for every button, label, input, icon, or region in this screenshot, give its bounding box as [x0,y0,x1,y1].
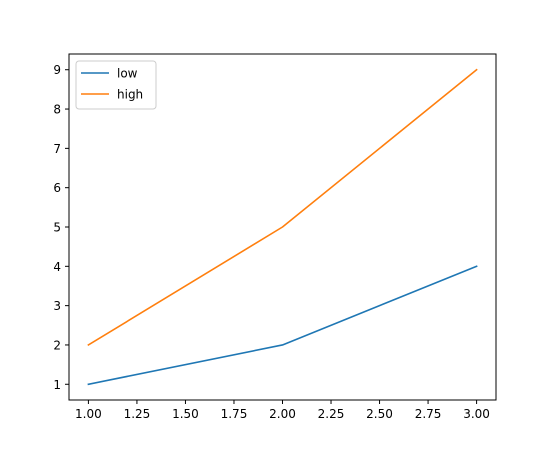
y-tick-label: 1 [53,378,61,392]
legend: low high [75,60,157,110]
x-axis: 1.00 1.25 1.50 1.75 2.00 2.25 2.50 2.75 3.00 [75,400,490,421]
y-tick-label: 8 [53,103,61,117]
series-line-high [87,68,478,347]
legend-label-low: low [117,67,138,81]
axes-frame [68,53,497,401]
x-tick-label: 1.75 [221,407,248,421]
x-tick-label: 2.50 [366,407,393,421]
x-tick-label: 2.00 [269,407,296,421]
x-tick-label: 2.75 [415,407,442,421]
legend-label-high: high [117,88,143,102]
y-axis: 1 2 3 4 5 6 7 8 9 [53,63,69,392]
x-tick-label: 1.25 [124,407,151,421]
y-tick-label: 5 [53,221,61,235]
y-tick-label: 3 [53,299,61,313]
y-tick-label: 7 [53,142,61,156]
plot-area [87,68,478,386]
series-line-low [87,265,478,386]
x-tick-label: 2.25 [318,407,345,421]
y-tick-label: 9 [53,63,61,77]
legend-box [75,60,157,110]
x-tick-label: 1.00 [75,407,102,421]
y-tick-label: 4 [53,260,61,274]
x-tick-label: 1.50 [172,407,199,421]
y-tick-label: 6 [53,181,61,195]
x-tick-label: 3.00 [463,407,490,421]
y-tick-label: 2 [53,338,61,352]
